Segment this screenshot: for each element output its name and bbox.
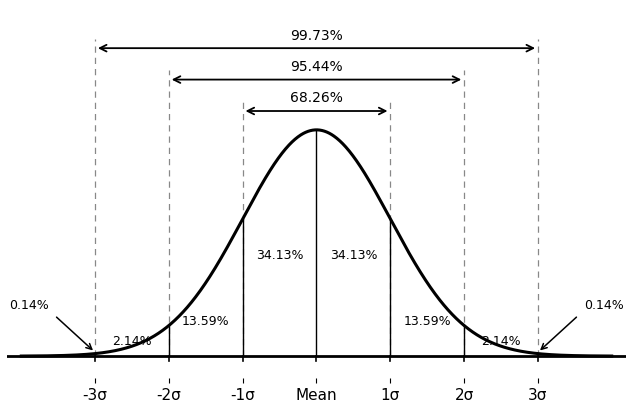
Text: 0.14%: 0.14%: [9, 299, 49, 312]
Text: 34.13%: 34.13%: [330, 249, 377, 262]
Text: 95.44%: 95.44%: [290, 60, 343, 74]
Text: 99.73%: 99.73%: [290, 28, 343, 42]
Text: 13.59%: 13.59%: [403, 315, 451, 328]
Text: 68.26%: 68.26%: [290, 91, 343, 105]
Text: 0.14%: 0.14%: [584, 299, 624, 312]
Text: 13.59%: 13.59%: [182, 315, 230, 328]
Text: 34.13%: 34.13%: [256, 249, 303, 262]
Text: 2.14%: 2.14%: [112, 335, 152, 348]
Text: 2.14%: 2.14%: [481, 335, 521, 348]
